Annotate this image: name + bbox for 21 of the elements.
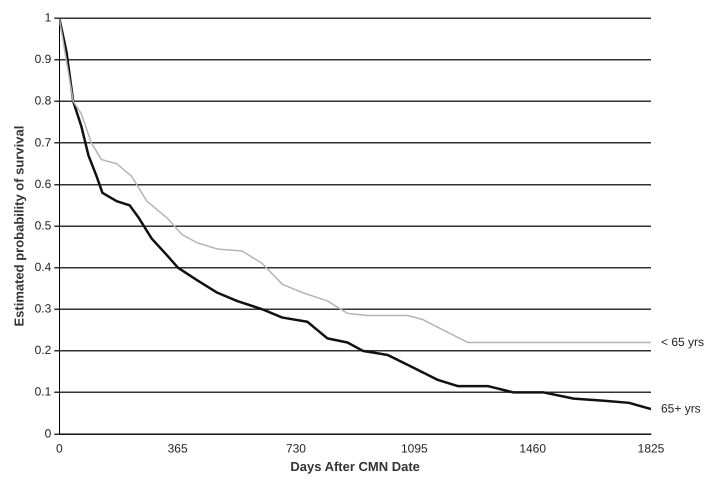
x-tick-label: 365	[168, 442, 188, 456]
y-tick-label: 0.4	[34, 260, 52, 274]
x-axis-title: Days After CMN Date	[290, 458, 420, 474]
x-tick-label: 0	[56, 442, 63, 456]
y-tick-label: 0.3	[34, 302, 52, 316]
x-tick-label: 1095	[400, 442, 428, 456]
y-tick-label: 0.1	[34, 384, 52, 399]
series-label: 65+ yrs	[661, 401, 701, 416]
x-tick-label: 730	[286, 442, 306, 456]
y-tick-label: 1	[44, 10, 52, 25]
y-tick-label: 0.2	[34, 343, 52, 358]
y-tick-label: 0.6	[34, 176, 52, 191]
y-tick-label: 0	[44, 426, 52, 440]
y-tick-label: 0.5	[34, 218, 52, 232]
series-label: < 65 yrs	[661, 334, 704, 349]
y-axis-title: Estimated probability of survival	[11, 126, 26, 327]
y-tick-label: 0.7	[34, 135, 52, 150]
y-tick-label: 0.9	[34, 52, 52, 66]
y-tick-label: 0.8	[34, 94, 52, 108]
x-tick-label: 1825	[638, 442, 665, 456]
x-tick-label: 1460	[519, 442, 546, 456]
